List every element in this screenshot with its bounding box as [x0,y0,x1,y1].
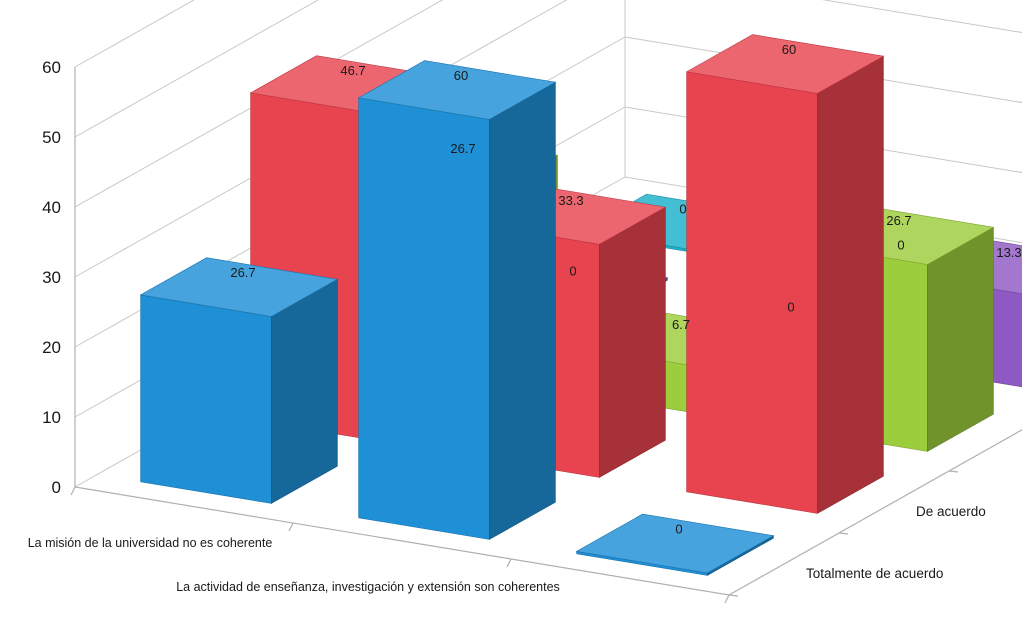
y-tick-label: 50 [42,128,61,147]
data-label: 13.3 [996,245,1021,260]
y-tick-label: 0 [52,478,61,497]
bar-front-face [358,97,490,540]
series-tick-mark [948,470,959,473]
category-label: La misión de la universidad no es cohere… [28,536,273,550]
data-label: 26.7 [886,213,911,228]
category-label: La actividad de enseñanza, investigación… [176,580,560,594]
bar-side-face [489,81,556,540]
bar-side-face [817,55,884,514]
series-tick-mark [728,594,739,597]
data-label: 0 [679,202,686,217]
bar-top-face [357,60,557,120]
y-tick-label: 60 [42,58,61,77]
data-label: 0 [569,264,576,279]
data-label: 60 [454,68,468,83]
x-tick-mark [724,594,730,604]
data-label: 26.7 [450,141,475,156]
data-label: 0 [787,300,794,315]
bar-1-3 [575,513,775,576]
bar-2-3 [685,34,885,514]
bar-1-2 [357,60,557,540]
bar-side-face [599,206,666,478]
data-label: 6.7 [672,317,690,332]
bar-top-face [575,513,775,574]
series-axis-label: Totalmente de acuerdo [806,566,943,581]
x-tick-mark [70,486,76,496]
data-label: 0 [897,238,904,253]
data-label: 60 [782,42,796,57]
y-tick-label: 30 [42,268,61,287]
series-tick-mark [838,532,849,535]
gridline [74,0,320,138]
data-label: 33.3 [558,193,583,208]
data-label: 26.7 [230,265,255,280]
series-axis-label: De acuerdo [916,504,986,519]
y-tick-label: 40 [42,198,61,217]
bar-1-1 [139,257,339,504]
bar-top-face [139,257,339,317]
x-tick-mark [506,558,512,568]
x-tick-mark [288,522,294,532]
bar-front-face [686,71,818,514]
bar-top-face [685,34,885,94]
bar-front-face [140,294,272,504]
bar-side-face [927,226,994,452]
data-label: 0 [675,522,682,537]
y-tick-label: 20 [42,338,61,357]
bar-side-face [271,278,338,504]
data-label: 46.7 [340,63,365,78]
y-tick-label: 10 [42,408,61,427]
